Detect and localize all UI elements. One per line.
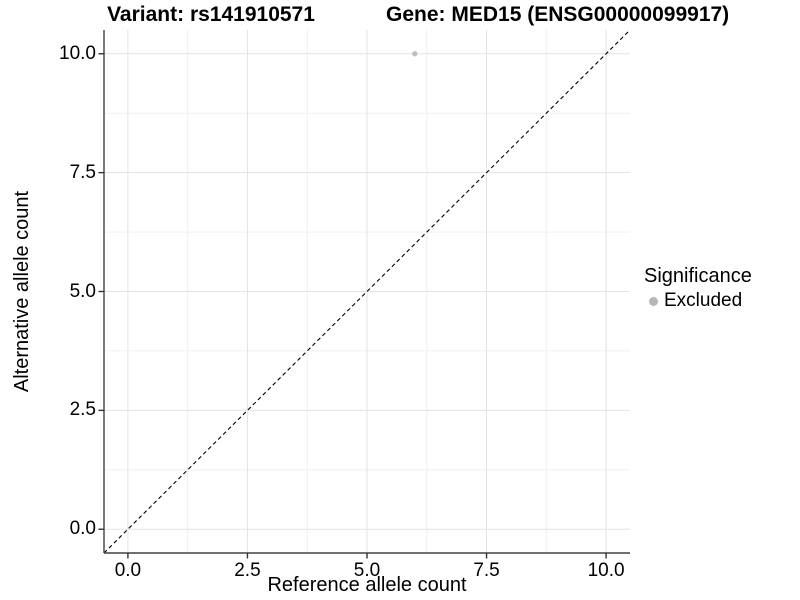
y-tick-label: 0.0	[69, 518, 96, 540]
legend-entry-excluded: Excluded	[644, 290, 752, 312]
legend-key	[644, 292, 662, 310]
y-tick-label: 10.0	[59, 42, 96, 64]
x-tick-label: 7.5	[473, 560, 500, 581]
plot-title-gene: Gene: MED15 (ENSG00000099917)	[386, 3, 730, 26]
y-tick-label: 7.5	[69, 161, 96, 183]
legend: Significance Excluded	[644, 263, 752, 312]
x-tick-label: 10.0	[587, 560, 625, 581]
legend-title: Significance	[644, 265, 752, 287]
x-tick-label: 5.0	[353, 560, 381, 581]
y-axis-label-text: Alternative allele count	[11, 190, 34, 392]
x-axis-label: Reference allele count	[267, 574, 467, 596]
x-tick-label: 2.5	[234, 560, 261, 581]
identity-dashed-line	[103, 29, 631, 554]
y-tick-label: 5.0	[69, 280, 96, 302]
y-tick-label: 2.5	[69, 399, 96, 421]
data-point-excluded	[412, 51, 418, 57]
legend-entry-label: Excluded	[664, 290, 743, 311]
plot-title-variant: Variant: rs141910571	[107, 3, 315, 26]
x-tick-label: 0.0	[114, 560, 142, 581]
legend-point-icon	[648, 296, 658, 306]
